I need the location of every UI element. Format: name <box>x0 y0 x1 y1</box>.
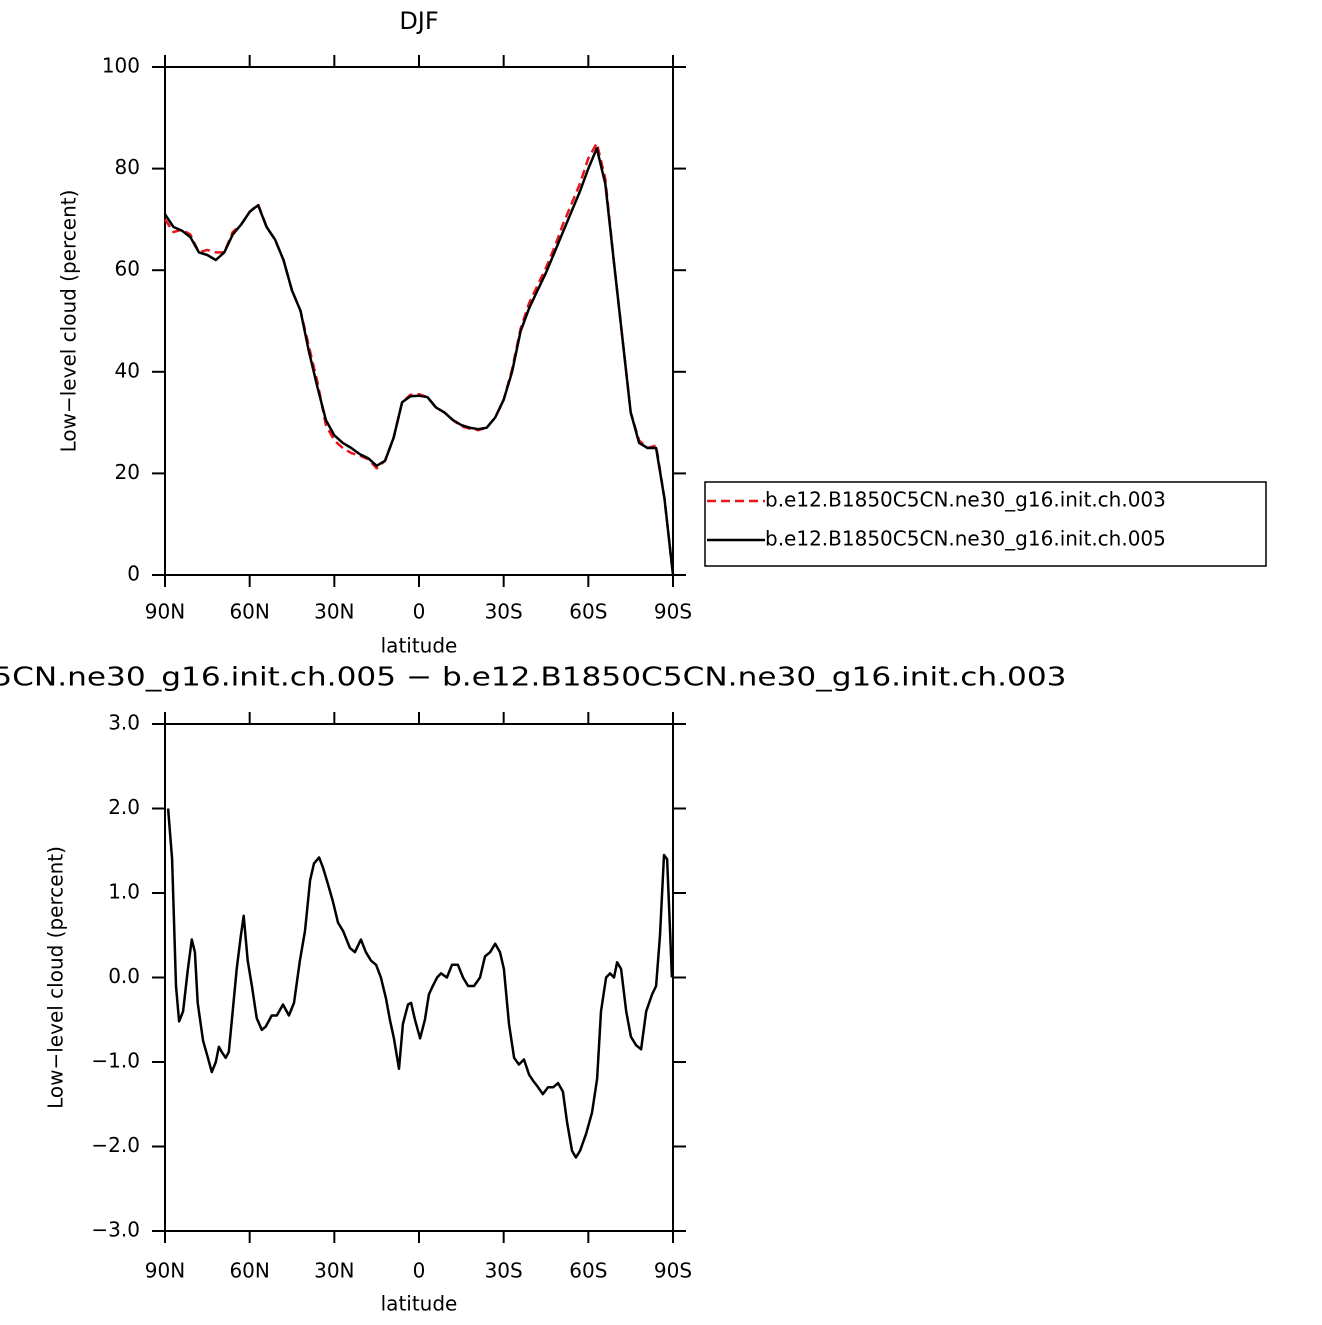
data-line <box>166 808 674 1159</box>
x-tick-label: 30N <box>314 1259 354 1283</box>
y-tick-label: 60 <box>115 257 140 281</box>
chart-title: DJF <box>399 7 438 35</box>
legend-label: b.e12.B1850C5CN.ne30_g16.init.ch.005 <box>765 527 1166 551</box>
x-tick-label: 90S <box>654 1259 692 1283</box>
data-line <box>163 147 675 576</box>
x-axis-label: latitude <box>381 634 458 658</box>
x-tick-label: 60S <box>569 600 607 624</box>
data-line <box>163 141 675 576</box>
y-axis-label: Low−level cloud (percent) <box>57 190 81 453</box>
legend-box <box>704 481 1267 567</box>
y-tick-label: 2.0 <box>108 795 140 819</box>
y-tick-label: 100 <box>102 54 140 78</box>
chart-title: b.e12.B1850C5CN.ne30_g16.init.ch.005 − b… <box>0 663 1067 693</box>
x-tick-label: 30S <box>485 1259 523 1283</box>
x-axis-label: latitude <box>381 1292 458 1316</box>
x-tick-label: 60N <box>229 600 269 624</box>
x-tick-label: 90S <box>654 600 692 624</box>
y-axis-label: Low−level cloud (percent) <box>44 846 68 1109</box>
plot-frame <box>164 723 674 1232</box>
x-tick-label: 60S <box>569 1259 607 1283</box>
y-tick-label: −1.0 <box>91 1049 140 1073</box>
x-tick-label: 30S <box>485 600 523 624</box>
x-tick-label: 90N <box>145 1259 185 1283</box>
x-tick-label: 30N <box>314 600 354 624</box>
y-tick-label: 0 <box>127 562 140 586</box>
y-tick-label: −3.0 <box>91 1218 140 1242</box>
y-tick-label: 80 <box>115 155 140 179</box>
plot-frame <box>164 66 674 576</box>
x-tick-label: 60N <box>229 1259 269 1283</box>
y-tick-label: 1.0 <box>108 880 140 904</box>
y-tick-label: 3.0 <box>108 711 140 735</box>
y-tick-label: 20 <box>115 460 140 484</box>
x-tick-label: 90N <box>145 600 185 624</box>
y-tick-label: 0.0 <box>108 964 140 988</box>
x-tick-label: 0 <box>413 1259 426 1283</box>
y-tick-label: 40 <box>115 358 140 382</box>
y-tick-label: −2.0 <box>91 1133 140 1157</box>
legend-label: b.e12.B1850C5CN.ne30_g16.init.ch.003 <box>765 488 1166 512</box>
x-tick-label: 0 <box>413 600 426 624</box>
